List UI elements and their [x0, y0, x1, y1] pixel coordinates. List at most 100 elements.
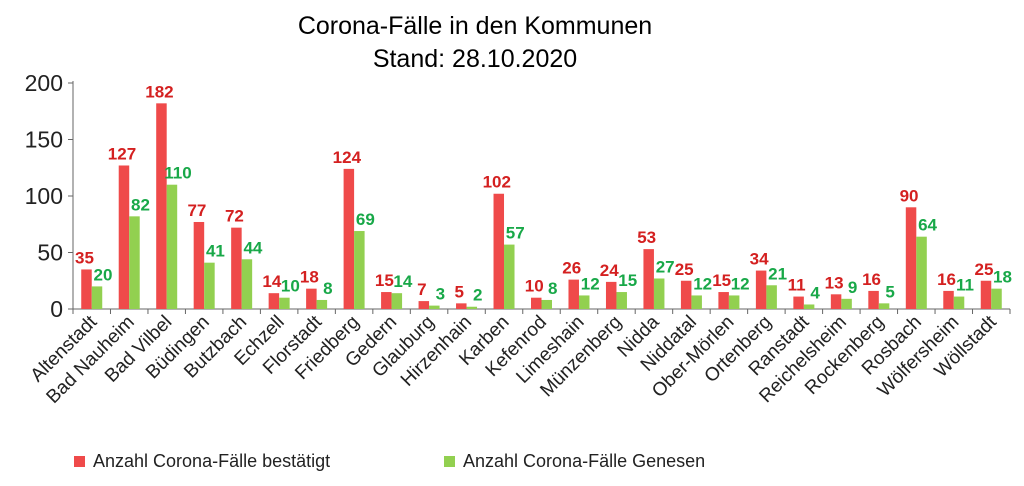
data-label-confirmed: 24 [600, 261, 619, 280]
y-tick-label: 150 [25, 127, 63, 153]
data-label-confirmed: 25 [975, 260, 994, 279]
bar-confirmed [193, 221, 205, 309]
bar-recovered [279, 297, 290, 309]
data-label-confirmed: 102 [483, 173, 511, 192]
bar-recovered [391, 293, 403, 309]
bar-recovered [429, 305, 440, 309]
bar-recovered [728, 295, 740, 309]
data-label-confirmed: 25 [675, 260, 694, 279]
legend-swatch-recovered [444, 456, 455, 467]
data-label-recovered: 82 [131, 195, 150, 214]
data-label-recovered: 14 [393, 272, 412, 291]
bar-confirmed [493, 193, 505, 309]
data-label-confirmed: 10 [525, 277, 544, 296]
data-label-confirmed: 35 [75, 248, 94, 267]
data-label-confirmed: 15 [712, 271, 731, 290]
bar-confirmed [231, 227, 242, 309]
data-label-confirmed: 124 [333, 148, 362, 167]
data-label-confirmed: 77 [187, 201, 206, 220]
bar-recovered [841, 298, 852, 309]
bar-recovered [91, 286, 103, 309]
data-label-recovered: 15 [618, 271, 637, 290]
bar-recovered [916, 236, 927, 309]
data-label-recovered: 5 [885, 282, 894, 301]
bar-recovered [541, 299, 552, 309]
data-label-confirmed: 26 [562, 259, 581, 278]
bar-recovered [953, 296, 965, 309]
legend-item-confirmed: Anzahl Corona-Fälle bestätigt [74, 451, 330, 472]
data-label-confirmed: 90 [900, 186, 919, 205]
data-label-recovered: 44 [243, 238, 262, 257]
bar-confirmed [905, 207, 917, 309]
data-label-confirmed: 15 [375, 271, 394, 290]
data-label-confirmed: 16 [937, 270, 956, 289]
bar-confirmed [755, 270, 767, 309]
data-label-confirmed: 127 [108, 144, 136, 163]
bar-confirmed [268, 293, 280, 309]
y-tick-label: 0 [50, 296, 63, 322]
data-label-confirmed: 7 [417, 280, 426, 299]
data-label-confirmed: 182 [145, 82, 173, 101]
data-label-recovered: 2 [473, 286, 482, 305]
bar-recovered [766, 285, 777, 309]
data-label-recovered: 110 [164, 164, 191, 183]
y-tick-label: 50 [37, 240, 63, 266]
data-label-recovered: 10 [281, 277, 300, 296]
bar-confirmed [680, 280, 692, 309]
bar-recovered [466, 306, 478, 309]
bar-recovered [803, 304, 815, 309]
bar-recovered [316, 299, 328, 309]
data-label-recovered: 9 [848, 278, 857, 297]
data-label-confirmed: 13 [825, 273, 844, 292]
bar-confirmed [793, 296, 804, 309]
data-label-recovered: 20 [94, 265, 113, 284]
legend-swatch-confirmed [74, 456, 85, 467]
bar-confirmed [343, 168, 355, 309]
bar-recovered [354, 231, 365, 309]
data-label-recovered: 69 [356, 210, 375, 229]
data-label-confirmed: 18 [300, 268, 319, 287]
data-label-recovered: 11 [956, 276, 974, 295]
data-label-confirmed: 34 [750, 250, 769, 269]
data-label-recovered: 3 [436, 285, 445, 304]
bar-recovered [991, 288, 1002, 309]
data-label-confirmed: 72 [225, 207, 244, 226]
bar-confirmed [568, 279, 579, 309]
bar-confirmed [456, 303, 467, 309]
bar-confirmed [943, 290, 954, 309]
data-label-confirmed: 53 [637, 228, 656, 247]
data-label-recovered: 27 [656, 257, 675, 276]
data-label-recovered: 8 [323, 279, 332, 298]
legend-item-recovered: Anzahl Corona-Fälle Genesen [444, 451, 705, 472]
bar-recovered [691, 295, 702, 309]
bar-recovered [878, 303, 890, 309]
bar-recovered [504, 244, 515, 309]
bar-confirmed [306, 288, 317, 309]
bar-confirmed [418, 301, 430, 309]
bar-recovered [578, 295, 590, 309]
data-label-confirmed: 11 [788, 276, 806, 295]
data-label-recovered: 57 [506, 224, 525, 243]
bar-recovered [241, 259, 253, 309]
bar-recovered [616, 292, 627, 309]
bar-recovered [204, 262, 215, 309]
bar-recovered [653, 278, 665, 309]
bar-confirmed [156, 103, 167, 309]
chart-title: Corona-Fälle in den Kommunen [297, 12, 653, 40]
bar-recovered [129, 216, 140, 309]
data-label-confirmed: 5 [455, 282, 464, 301]
data-label-recovered: 41 [206, 242, 225, 261]
data-label-recovered: 12 [581, 274, 600, 293]
y-tick-label: 100 [25, 183, 63, 209]
chart-subtitle: Stand: 28.10.2020 [372, 45, 578, 73]
bar-confirmed [118, 165, 130, 309]
data-label-confirmed: 14 [262, 272, 281, 291]
bar-recovered [166, 184, 178, 309]
data-label-recovered: 4 [810, 283, 820, 302]
bar-confirmed [81, 269, 92, 309]
data-label-recovered: 12 [693, 274, 712, 293]
bar-confirmed [605, 281, 617, 309]
legend-label-confirmed: Anzahl Corona-Fälle bestätigt [93, 451, 331, 471]
